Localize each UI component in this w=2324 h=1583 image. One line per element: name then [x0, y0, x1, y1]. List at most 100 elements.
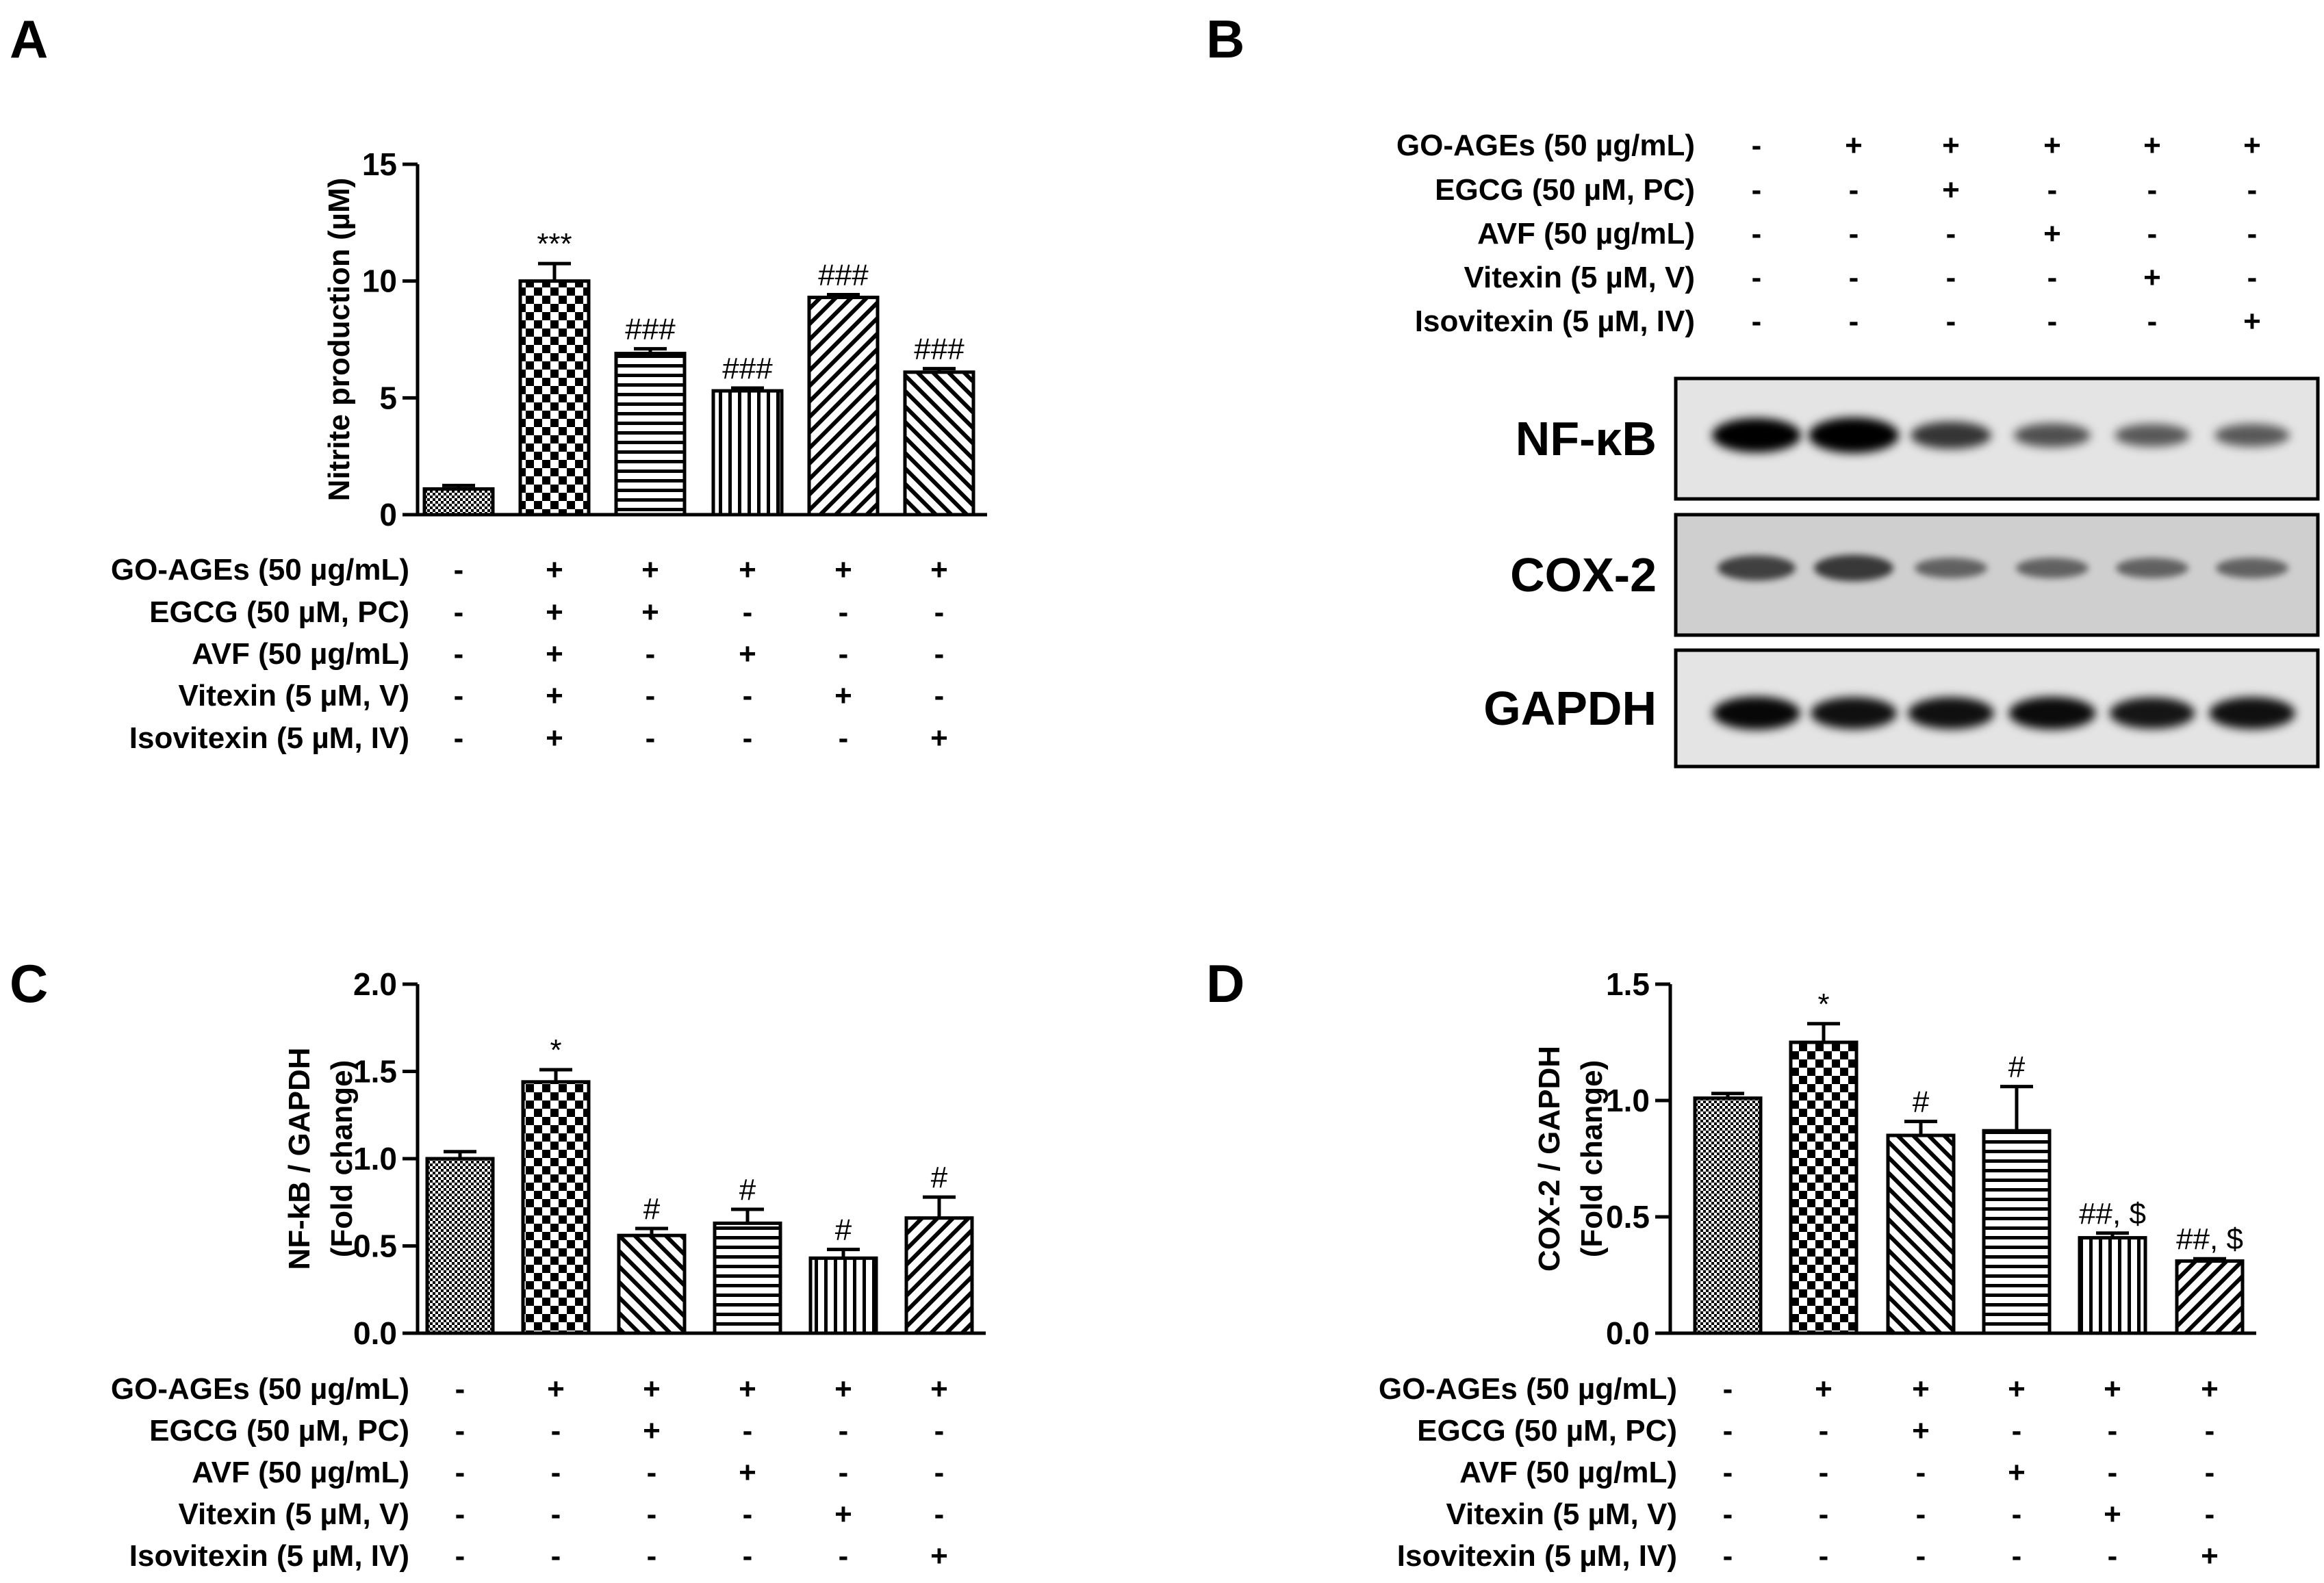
chart-c-sign-plus: + [739, 1456, 756, 1489]
blot-b-band [2209, 697, 2295, 730]
blot-b-band [1712, 417, 1801, 453]
chart-a-significance-label: ### [625, 313, 676, 346]
chart-d-tick-label: 0.5 [1606, 1199, 1650, 1235]
chart-d-condition-label: EGCG (50 µM, PC) [1417, 1414, 1677, 1447]
chart-c-sign-minus: - [551, 1414, 561, 1447]
chart-c-tick-label: 0.0 [353, 1315, 397, 1351]
blot-b-band [1911, 421, 1991, 450]
blot-b-sign-minus: - [1752, 261, 1762, 294]
chart-c-sign-minus: - [743, 1539, 753, 1573]
chart-d-bar [1789, 1040, 1859, 1335]
chart-c-bar [617, 1233, 687, 1335]
blot-b-sign-plus: + [1845, 129, 1863, 162]
chart-a-sign-minus: - [743, 679, 753, 712]
western-blot-b: GO-AGEs (50 µg/mL) - + + + + + EGCG (50 µM, PC)… [1396, 129, 2320, 769]
chart-d-sign-plus: + [1912, 1414, 1930, 1447]
blot-b-sign-minus: - [2147, 173, 2158, 207]
blot-b-condition-label: AVF (50 µg/mL) [1477, 217, 1695, 250]
chart-c-tick-label: 1.5 [353, 1054, 397, 1090]
chart-c-sign-minus: - [839, 1539, 849, 1573]
chart-c-condition-label: AVF (50 µg/mL) [192, 1456, 409, 1489]
chart-a-sign-minus: - [743, 721, 753, 755]
blot-b-sign-minus: - [1752, 129, 1762, 162]
blot-b-sign-minus: - [2147, 217, 2158, 250]
chart-a-sign-minus: - [934, 679, 945, 712]
chart-a-sign-plus: + [834, 679, 852, 712]
blot-b-sign-plus: + [1942, 173, 1960, 207]
chart-a-sign-minus: - [454, 679, 464, 712]
chart-d-sign-minus: - [1819, 1497, 1829, 1531]
chart-d-significance-label: * [1817, 988, 1829, 1021]
chart-d-cox2: 0.0 0.5 1.0 1.5 COX-2 / GAPDH (Fold change) * #… [1379, 966, 2256, 1573]
chart-c-nfkb: 0.0 0.5 1.0 1.5 2.0 NF-kB / GAPDH (Fold change… [111, 966, 986, 1573]
chart-a-significance-label: *** [537, 227, 572, 261]
blot-b-row-label: GAPDH [1483, 682, 1657, 735]
chart-c-sign-plus: + [834, 1497, 852, 1531]
chart-a-condition-label: AVF (50 µg/mL) [192, 637, 409, 671]
chart-c-sign-minus: - [934, 1497, 945, 1531]
chart-c-sign-plus: + [930, 1372, 948, 1406]
chart-d-sign-minus: - [1819, 1456, 1829, 1489]
blot-b-sign-plus: + [2243, 129, 2261, 162]
blot-b-sign-minus: - [1849, 173, 1859, 207]
blot-b-band [2116, 558, 2188, 578]
chart-a-tick-label: 10 [362, 263, 397, 299]
blot-b-sign-minus: - [1752, 173, 1762, 207]
chart-d-condition-label: Isovitexin (5 µM, IV) [1397, 1539, 1677, 1573]
chart-d-tick-label: 1.0 [1606, 1083, 1650, 1118]
chart-d-condition-label: Vitexin (5 µM, V) [1446, 1497, 1678, 1531]
chart-a-sign-minus: - [839, 637, 849, 671]
chart-d-sign-minus: - [2205, 1456, 2215, 1489]
blot-b-band [2008, 697, 2096, 730]
chart-c-sign-plus: + [930, 1539, 948, 1573]
chart-c-sign-minus: - [455, 1372, 465, 1406]
blot-b-sign-minus: - [1752, 305, 1762, 338]
chart-a-bar [903, 370, 975, 517]
chart-c-sign-minus: - [839, 1414, 849, 1447]
chart-d-bar [1693, 1096, 1763, 1335]
chart-c-sign-minus: - [551, 1456, 561, 1489]
chart-c-y-label: (Fold change) [325, 1060, 359, 1257]
chart-a-sign-minus: - [454, 721, 464, 755]
blot-b-sign-minus: - [2147, 305, 2158, 338]
panel-letter-a: A [10, 9, 48, 69]
chart-c-sign-plus: + [547, 1372, 565, 1406]
chart-a-sign-minus: - [646, 721, 656, 755]
blot-b-band [2016, 558, 2089, 578]
chart-c-tick-label: 2.0 [353, 966, 397, 1002]
chart-c-significance-label: # [643, 1192, 661, 1226]
chart-a-sign-plus: + [739, 553, 756, 587]
chart-a-tick-label: 15 [362, 146, 397, 182]
chart-a-sign-minus: - [839, 595, 849, 629]
chart-d-sign-plus: + [2008, 1456, 2026, 1489]
chart-a-sign-plus: + [546, 721, 563, 755]
chart-a-sign-plus: + [930, 721, 948, 755]
blot-b-sign-minus: - [1752, 217, 1762, 250]
blot-b-row-label: COX-2 [1510, 548, 1657, 602]
blot-b-sign-minus: - [2247, 173, 2258, 207]
blot-b-sign-minus: - [2247, 217, 2258, 250]
chart-d-condition-label: GO-AGEs (50 µg/mL) [1379, 1372, 1677, 1406]
chart-a-sign-plus: + [546, 553, 563, 587]
chart-c-sign-plus: + [643, 1372, 661, 1406]
blot-b-sign-plus: + [2043, 129, 2061, 162]
chart-d-tick-label: 0.0 [1606, 1315, 1650, 1351]
chart-c-bar [808, 1256, 878, 1335]
chart-c-tick-label: 0.5 [353, 1228, 397, 1264]
chart-a-condition-label: EGCG (50 µM, PC) [149, 595, 409, 629]
chart-a-bar [422, 487, 495, 517]
blot-b-sign-minus: - [1946, 305, 1956, 338]
chart-a-sign-minus: - [454, 595, 464, 629]
blot-b-condition-label: GO-AGEs (50 µg/mL) [1396, 129, 1695, 162]
chart-a-significance-label: ### [722, 352, 773, 385]
panel-letter-b: B [1206, 9, 1244, 69]
chart-a-bar [518, 279, 591, 517]
chart-d-significance-label: # [1913, 1085, 1930, 1119]
chart-c-sign-minus: - [455, 1414, 465, 1447]
chart-c-condition-label: Vitexin (5 µM, V) [179, 1497, 410, 1531]
chart-a-condition-label: Isovitexin (5 µM, IV) [129, 721, 409, 755]
chart-a-sign-minus: - [454, 637, 464, 671]
chart-c-sign-minus: - [647, 1497, 657, 1531]
